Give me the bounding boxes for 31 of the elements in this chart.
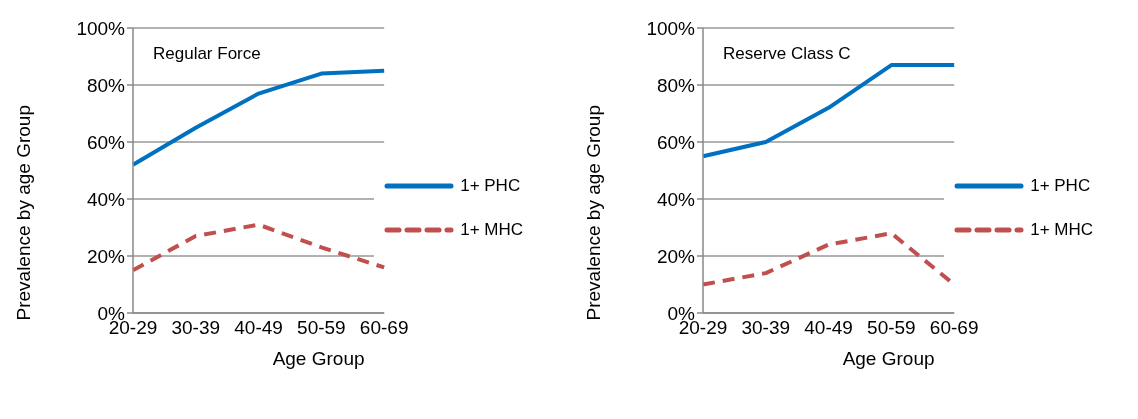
x-tick-label: 30-39 [741,317,791,339]
x-tick-label: 40-49 [804,317,853,339]
y-tick-label: 100% [76,17,126,39]
y-tick-label: 60% [86,131,126,153]
x-tick-label: 50-59 [867,317,916,339]
y-axis-title: Prevalence by age Group [582,105,604,321]
line-series [131,68,387,167]
y-tick-label: 20% [656,245,696,267]
legend-label: 1+ MHC [1030,220,1093,240]
y-tick-label: 40% [656,188,696,210]
x-tick-label: 60-69 [929,317,979,339]
text: Reserve Class C [723,44,851,64]
legend-label: 1+ PHC [460,176,521,196]
x-axis-title: Age Group [842,348,935,369]
x-axis-title: Age Group [272,348,365,369]
legend-label: 1+ PHC [1030,176,1091,196]
x-tick-label: 30-39 [171,317,221,339]
y-tick-label: 80% [86,74,126,96]
x-tick-label: 60-69 [359,317,409,339]
line-series [131,222,387,273]
y-tick-label: 40% [86,188,126,210]
y-tick-label: 20% [86,245,126,267]
line-series [701,63,957,159]
y-tick-label: 100% [646,17,696,39]
x-tick-label: 50-59 [297,317,346,339]
x-tick-label: 40-49 [234,317,283,339]
y-tick-label: 60% [656,131,696,153]
y-tick-label: 80% [656,74,696,96]
text: Regular Force [153,44,261,64]
legend-label: 1+ MHC [460,220,523,240]
y-axis-title: Prevalence by age Group [12,105,34,321]
